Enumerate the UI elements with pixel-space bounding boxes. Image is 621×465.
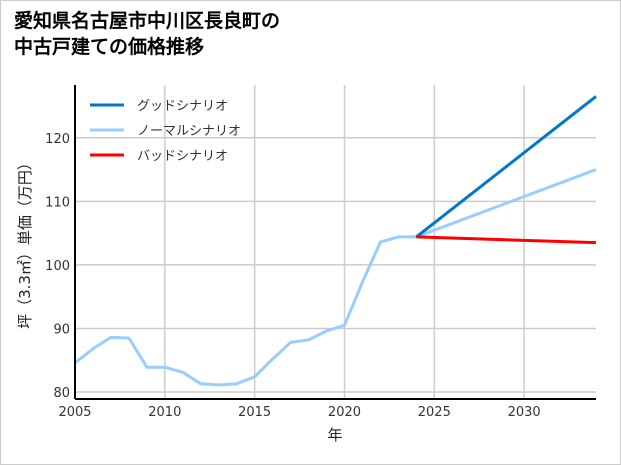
y-axis-label: 坪（3.3㎡）単価（万円） — [16, 155, 34, 329]
title-line-2: 中古戸建ての価格推移 — [14, 36, 205, 58]
legend-label: ノーマルシナリオ — [137, 124, 241, 139]
series-line-1 — [415, 95, 597, 239]
x-tick-label: 2030 — [508, 405, 541, 420]
series-line-2 — [74, 168, 597, 387]
title-line-1: 愛知県名古屋市中川区長良町の — [14, 10, 281, 32]
x-tick-label: 2010 — [148, 405, 181, 420]
y-tick-label: 100 — [45, 259, 70, 274]
legend-label: バッドシナリオ — [137, 149, 228, 164]
x-tick-label: 2025 — [418, 405, 451, 420]
x-axis-label: 年 — [327, 426, 342, 444]
x-tick-label: 2015 — [238, 405, 271, 420]
chart-title: 愛知県名古屋市中川区長良町の 中古戸建ての価格推移 — [14, 8, 280, 60]
y-tick-label: 80 — [53, 386, 70, 401]
legend-label: グッドシナリオ — [137, 99, 228, 114]
x-tick-label: 2020 — [328, 405, 361, 420]
y-tick-label: 110 — [45, 195, 70, 210]
y-tick-label: 90 — [53, 322, 70, 337]
series-line-3 — [416, 235, 597, 245]
x-tick-label: 2005 — [58, 405, 91, 420]
y-tick-label: 120 — [45, 132, 70, 147]
